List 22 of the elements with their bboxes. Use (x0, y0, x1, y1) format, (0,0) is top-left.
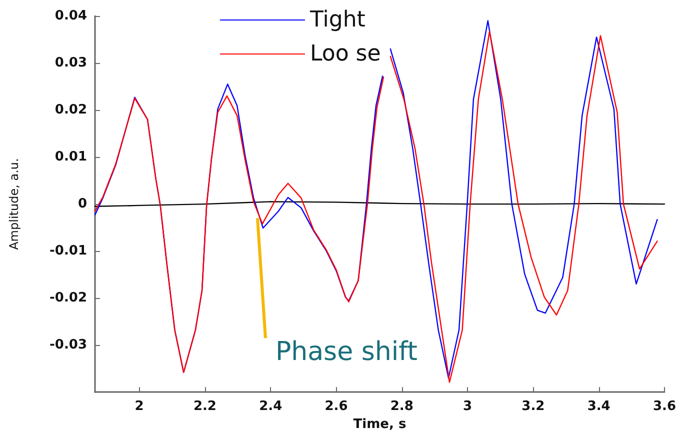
annotation: Phase shift (275, 337, 418, 368)
y-tick-label: 0 (78, 196, 87, 212)
y-tick-label: -0.02 (50, 290, 87, 306)
x-tick-label: 3.4 (587, 399, 610, 414)
x-tick-label: 3 (463, 399, 472, 414)
x-axis-title: Time, s (353, 417, 406, 432)
y-tick-label: -0.01 (50, 244, 87, 259)
y-tick-label: -0.03 (50, 338, 87, 353)
y-tick-label: 0.04 (54, 8, 87, 24)
x-tick-label: 2.8 (390, 399, 414, 414)
x-tick-label: 2 (134, 399, 144, 414)
x-tick-label: 2.2 (193, 399, 216, 414)
x-tick-label: 3.2 (522, 399, 545, 414)
y-tick-label: 0.03 (54, 56, 87, 71)
x-tick-label: 3.6 (652, 399, 676, 414)
legend-label: Loo se (310, 42, 381, 66)
y-axis-title: Amplitude, a.u. (7, 158, 21, 250)
y-tick-label: 0.01 (54, 150, 87, 165)
x-tick-label: 2.4 (259, 399, 282, 414)
x-tick-label: 2.6 (324, 399, 348, 414)
legend-label: Tight (309, 8, 366, 32)
y-tick-label: 0.02 (54, 102, 87, 118)
